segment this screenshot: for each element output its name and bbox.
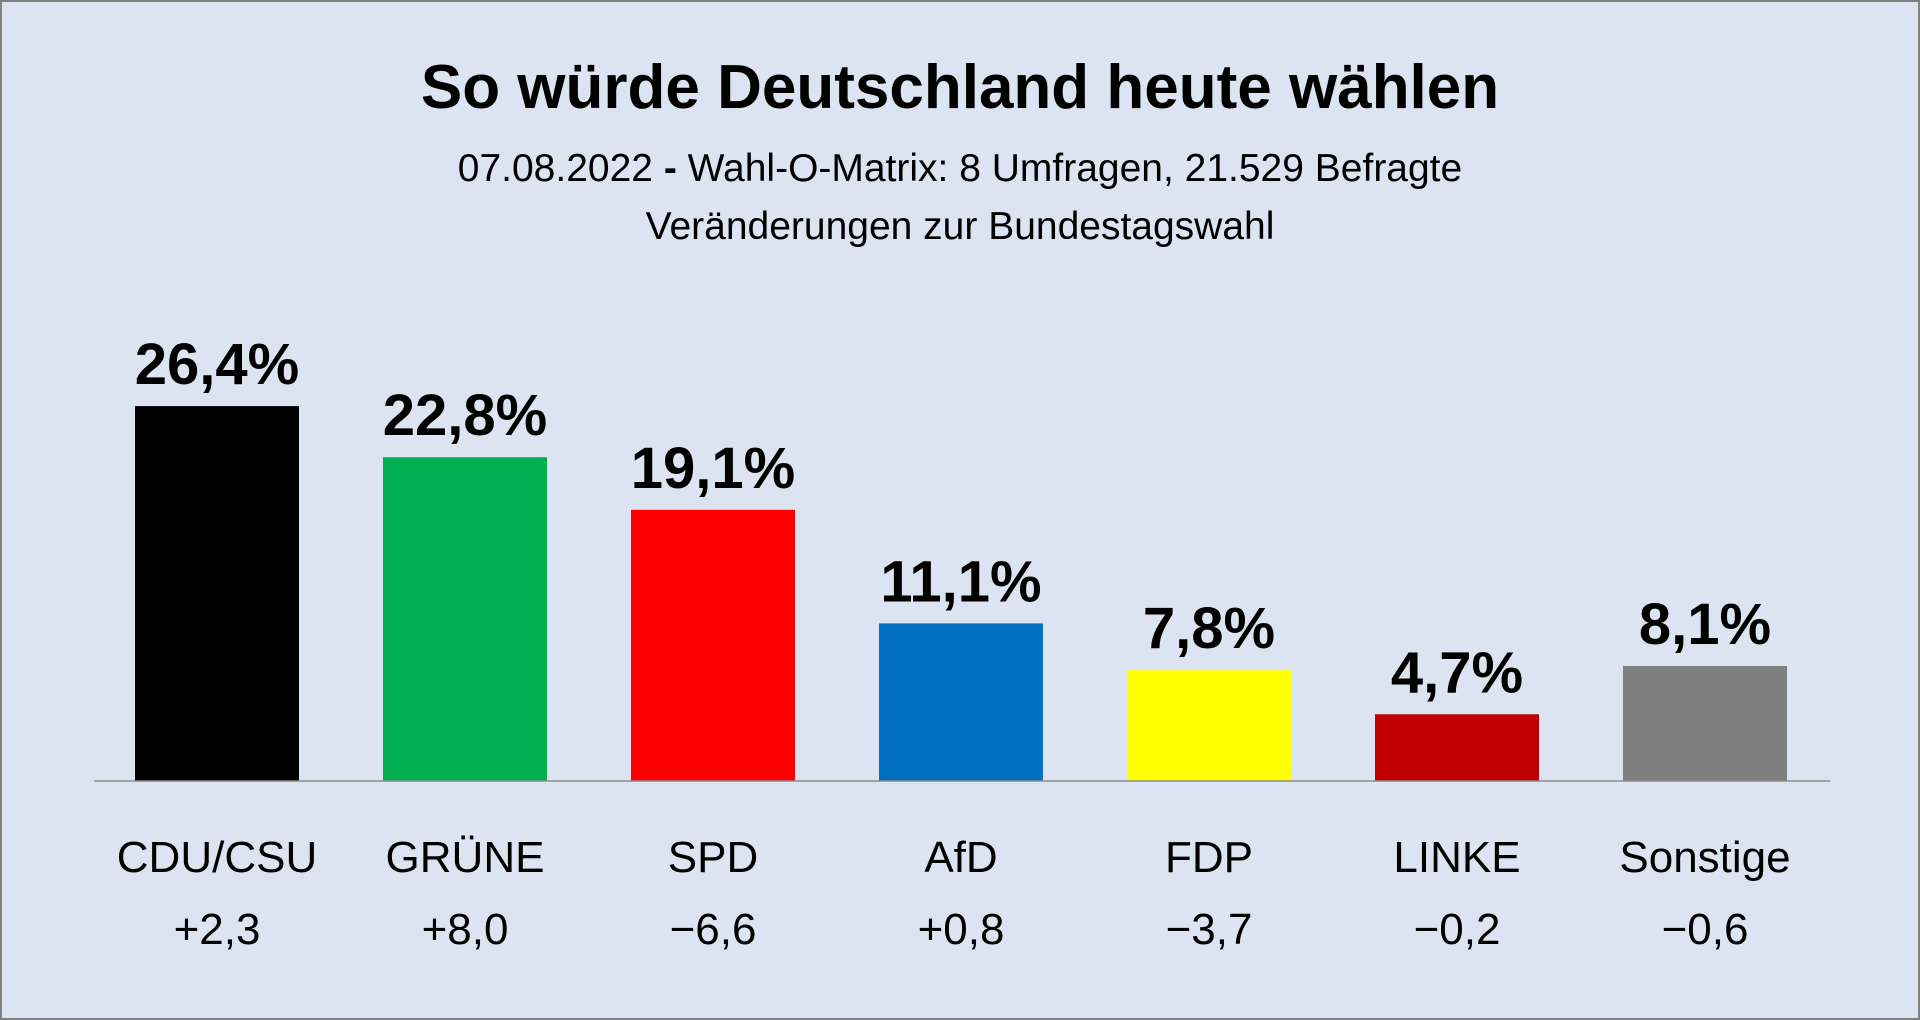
category-label: Sonstige — [1619, 833, 1790, 882]
chart-subtitle: 07.08.2022 - Wahl-O-Matrix: 8 Umfragen, … — [2, 147, 1918, 191]
bar-cdu-csu — [135, 406, 299, 781]
value-label: 4,7% — [1391, 640, 1523, 705]
bars-group — [135, 406, 1787, 781]
labels-group: 26,4% CDU/CSU +2,3 22,8% GRÜNE +8,0 19,1% SPD −6… — [117, 332, 1791, 954]
category-label: AfD — [924, 833, 997, 882]
value-label: 11,1% — [880, 549, 1041, 614]
bar-sonstige — [1623, 665, 1787, 781]
change-label: −3,7 — [1166, 905, 1253, 954]
category-label: CDU/CSU — [117, 833, 317, 882]
value-label: 22,8% — [383, 383, 547, 448]
category-label: SPD — [668, 833, 758, 882]
change-label: +2,3 — [174, 905, 261, 954]
chart-subtitle-changes: Veränderungen zur Bundestagswahl — [645, 205, 1275, 248]
bar-linke — [1375, 714, 1539, 781]
value-label: 7,8% — [1143, 596, 1275, 661]
value-label: 26,4% — [135, 332, 299, 397]
value-label: 8,1% — [1639, 592, 1771, 657]
value-label: 19,1% — [631, 436, 795, 501]
subtitle-separator: - — [663, 147, 677, 190]
change-label: −0,6 — [1662, 905, 1749, 954]
category-label: LINKE — [1393, 833, 1520, 882]
bar-fdp — [1127, 670, 1291, 781]
bar-gr-ne — [383, 457, 547, 781]
bar-afd — [879, 623, 1043, 781]
chart-title: So würde Deutschland heute wählen — [420, 53, 1500, 122]
category-label: FDP — [1165, 833, 1253, 882]
change-label: +8,0 — [422, 905, 509, 954]
change-label: −6,6 — [670, 905, 757, 954]
bar-spd — [631, 509, 795, 781]
subtitle-date: 07.08.2022 — [457, 147, 653, 190]
category-label: GRÜNE — [386, 833, 545, 882]
change-label: +0,8 — [918, 905, 1005, 954]
change-label: −0,2 — [1414, 905, 1501, 954]
subtitle-source: Wahl-O-Matrix: 8 Umfragen, 21.529 Befrag… — [687, 147, 1463, 190]
